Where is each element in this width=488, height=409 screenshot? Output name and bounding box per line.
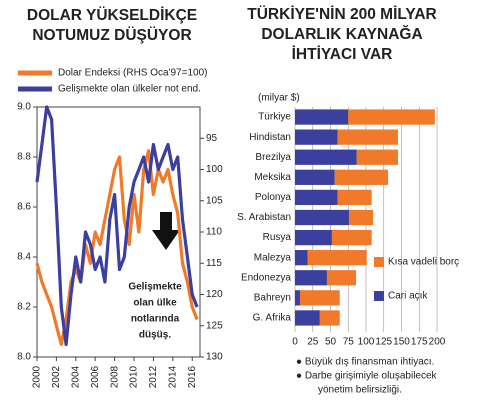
footnote: ● Büyük dış finansman ihtiyacı.: [296, 357, 434, 368]
bar-segment: [295, 149, 357, 165]
category-label: Polonya: [255, 192, 292, 203]
y2-tick-label: 95: [206, 133, 218, 144]
x-tick-label: 150: [393, 337, 410, 348]
arrow: [152, 212, 180, 250]
y-tick-label: 9.0: [17, 102, 31, 113]
x-tick-label: 2002: [51, 365, 62, 388]
bar-segment: [331, 229, 372, 246]
category-label: Malezya: [254, 252, 292, 263]
footnote: ● Darbe girişimiyle oluşabilecek: [296, 371, 438, 382]
y-tick-label: 8.8: [17, 152, 31, 163]
y2-tick-label: 115: [206, 258, 222, 269]
y-tick-label: 8.4: [17, 252, 31, 263]
unit-label: (milyar $): [258, 93, 300, 104]
bar-segment: [326, 270, 357, 286]
annotation: olan ülke: [133, 298, 177, 309]
y2-tick-label: 105: [206, 195, 223, 206]
chart-title: DOLAR YÜKSELDİKÇE: [27, 7, 197, 24]
bar-segment: [348, 209, 374, 226]
bar-segment: [356, 149, 398, 165]
x-tick-label: 2016: [187, 365, 198, 388]
x-tick-label: 2004: [70, 365, 81, 388]
chart-title: DOLARLIK KAYNAĞA: [261, 25, 422, 43]
annotation: düşüş.: [139, 330, 171, 341]
legend-label: Gelişmekte olan ülkeler not end.: [58, 84, 201, 95]
chart-title: İHTİYACI VAR: [292, 46, 393, 63]
legend-swatch: [374, 257, 384, 267]
y2-tick-label: 120: [206, 289, 223, 300]
category-label: Hindistan: [249, 132, 291, 143]
y2-tick-label: 100: [206, 164, 223, 175]
footnote: yönetim belirsizliği.: [318, 385, 402, 396]
bar-segment: [307, 250, 367, 266]
bar-segment: [334, 169, 389, 185]
y2-tick-label: 130: [206, 352, 223, 363]
x-tick-label: 175: [411, 337, 428, 348]
annotation: Gelişmekte: [128, 282, 182, 293]
bar-segment: [295, 250, 308, 266]
x-tick-label: 25: [307, 337, 319, 348]
x-tick-label: 200: [429, 337, 446, 348]
category-label: Brezilya: [255, 152, 291, 163]
bar-segment: [337, 189, 372, 206]
category-label: Meksika: [254, 172, 291, 183]
bar-segment: [295, 209, 349, 226]
series-line: [35, 105, 199, 347]
x-tick-label: 75: [343, 337, 355, 348]
category-label: Rusya: [263, 232, 292, 243]
y-tick-label: 8.2: [17, 302, 31, 313]
legend-label: Cari açık: [388, 291, 428, 302]
x-tick-label: 2006: [90, 365, 101, 388]
x-tick-label: 50: [325, 337, 337, 348]
bar-segment: [337, 129, 398, 145]
x-tick-label: 0: [292, 337, 298, 348]
bar-segment: [295, 229, 332, 246]
bar-segment: [295, 169, 335, 185]
category-label: Türkiye: [258, 112, 291, 123]
x-tick-label: 2000: [32, 365, 43, 388]
chart-title: TÜRKİYE'NİN 200 MİLYAR: [247, 6, 436, 23]
bar-segment: [319, 310, 340, 326]
x-tick-label: 2010: [129, 365, 140, 388]
annotation: notlarında: [131, 314, 180, 325]
x-tick-label: 125: [375, 337, 392, 348]
bar-segment: [348, 109, 435, 125]
y2-tick-label: 110: [206, 227, 222, 238]
category-label: G. Afrika: [253, 313, 292, 324]
bar-segment: [295, 270, 327, 286]
chart-title: NOTUMUZ DÜŞÜYOR: [32, 27, 191, 44]
bar-segment: [295, 310, 320, 326]
legend-swatch: [374, 291, 384, 301]
legend-label: Dolar Endeksi (RHS Oca'97=100): [58, 68, 207, 79]
x-tick-label: 2014: [167, 365, 178, 388]
bar-segment: [295, 109, 349, 125]
category-label: S. Arabistan: [237, 212, 291, 223]
y2-tick-label: 125: [206, 320, 223, 331]
y-tick-label: 8.6: [17, 202, 31, 213]
bar-segment: [295, 129, 338, 145]
bar-segment: [299, 290, 340, 306]
x-tick-label: 100: [358, 337, 375, 348]
x-tick-label: 2008: [109, 365, 120, 388]
bar-segment: [295, 290, 300, 306]
legend-label: Kısa vadeli borç: [388, 257, 459, 268]
category-label: Bahreyn: [254, 293, 291, 304]
bar-segment: [295, 189, 338, 206]
x-tick-label: 2012: [148, 365, 159, 388]
category-label: Endonezya: [241, 272, 291, 283]
y-tick-label: 8.0: [17, 352, 31, 363]
